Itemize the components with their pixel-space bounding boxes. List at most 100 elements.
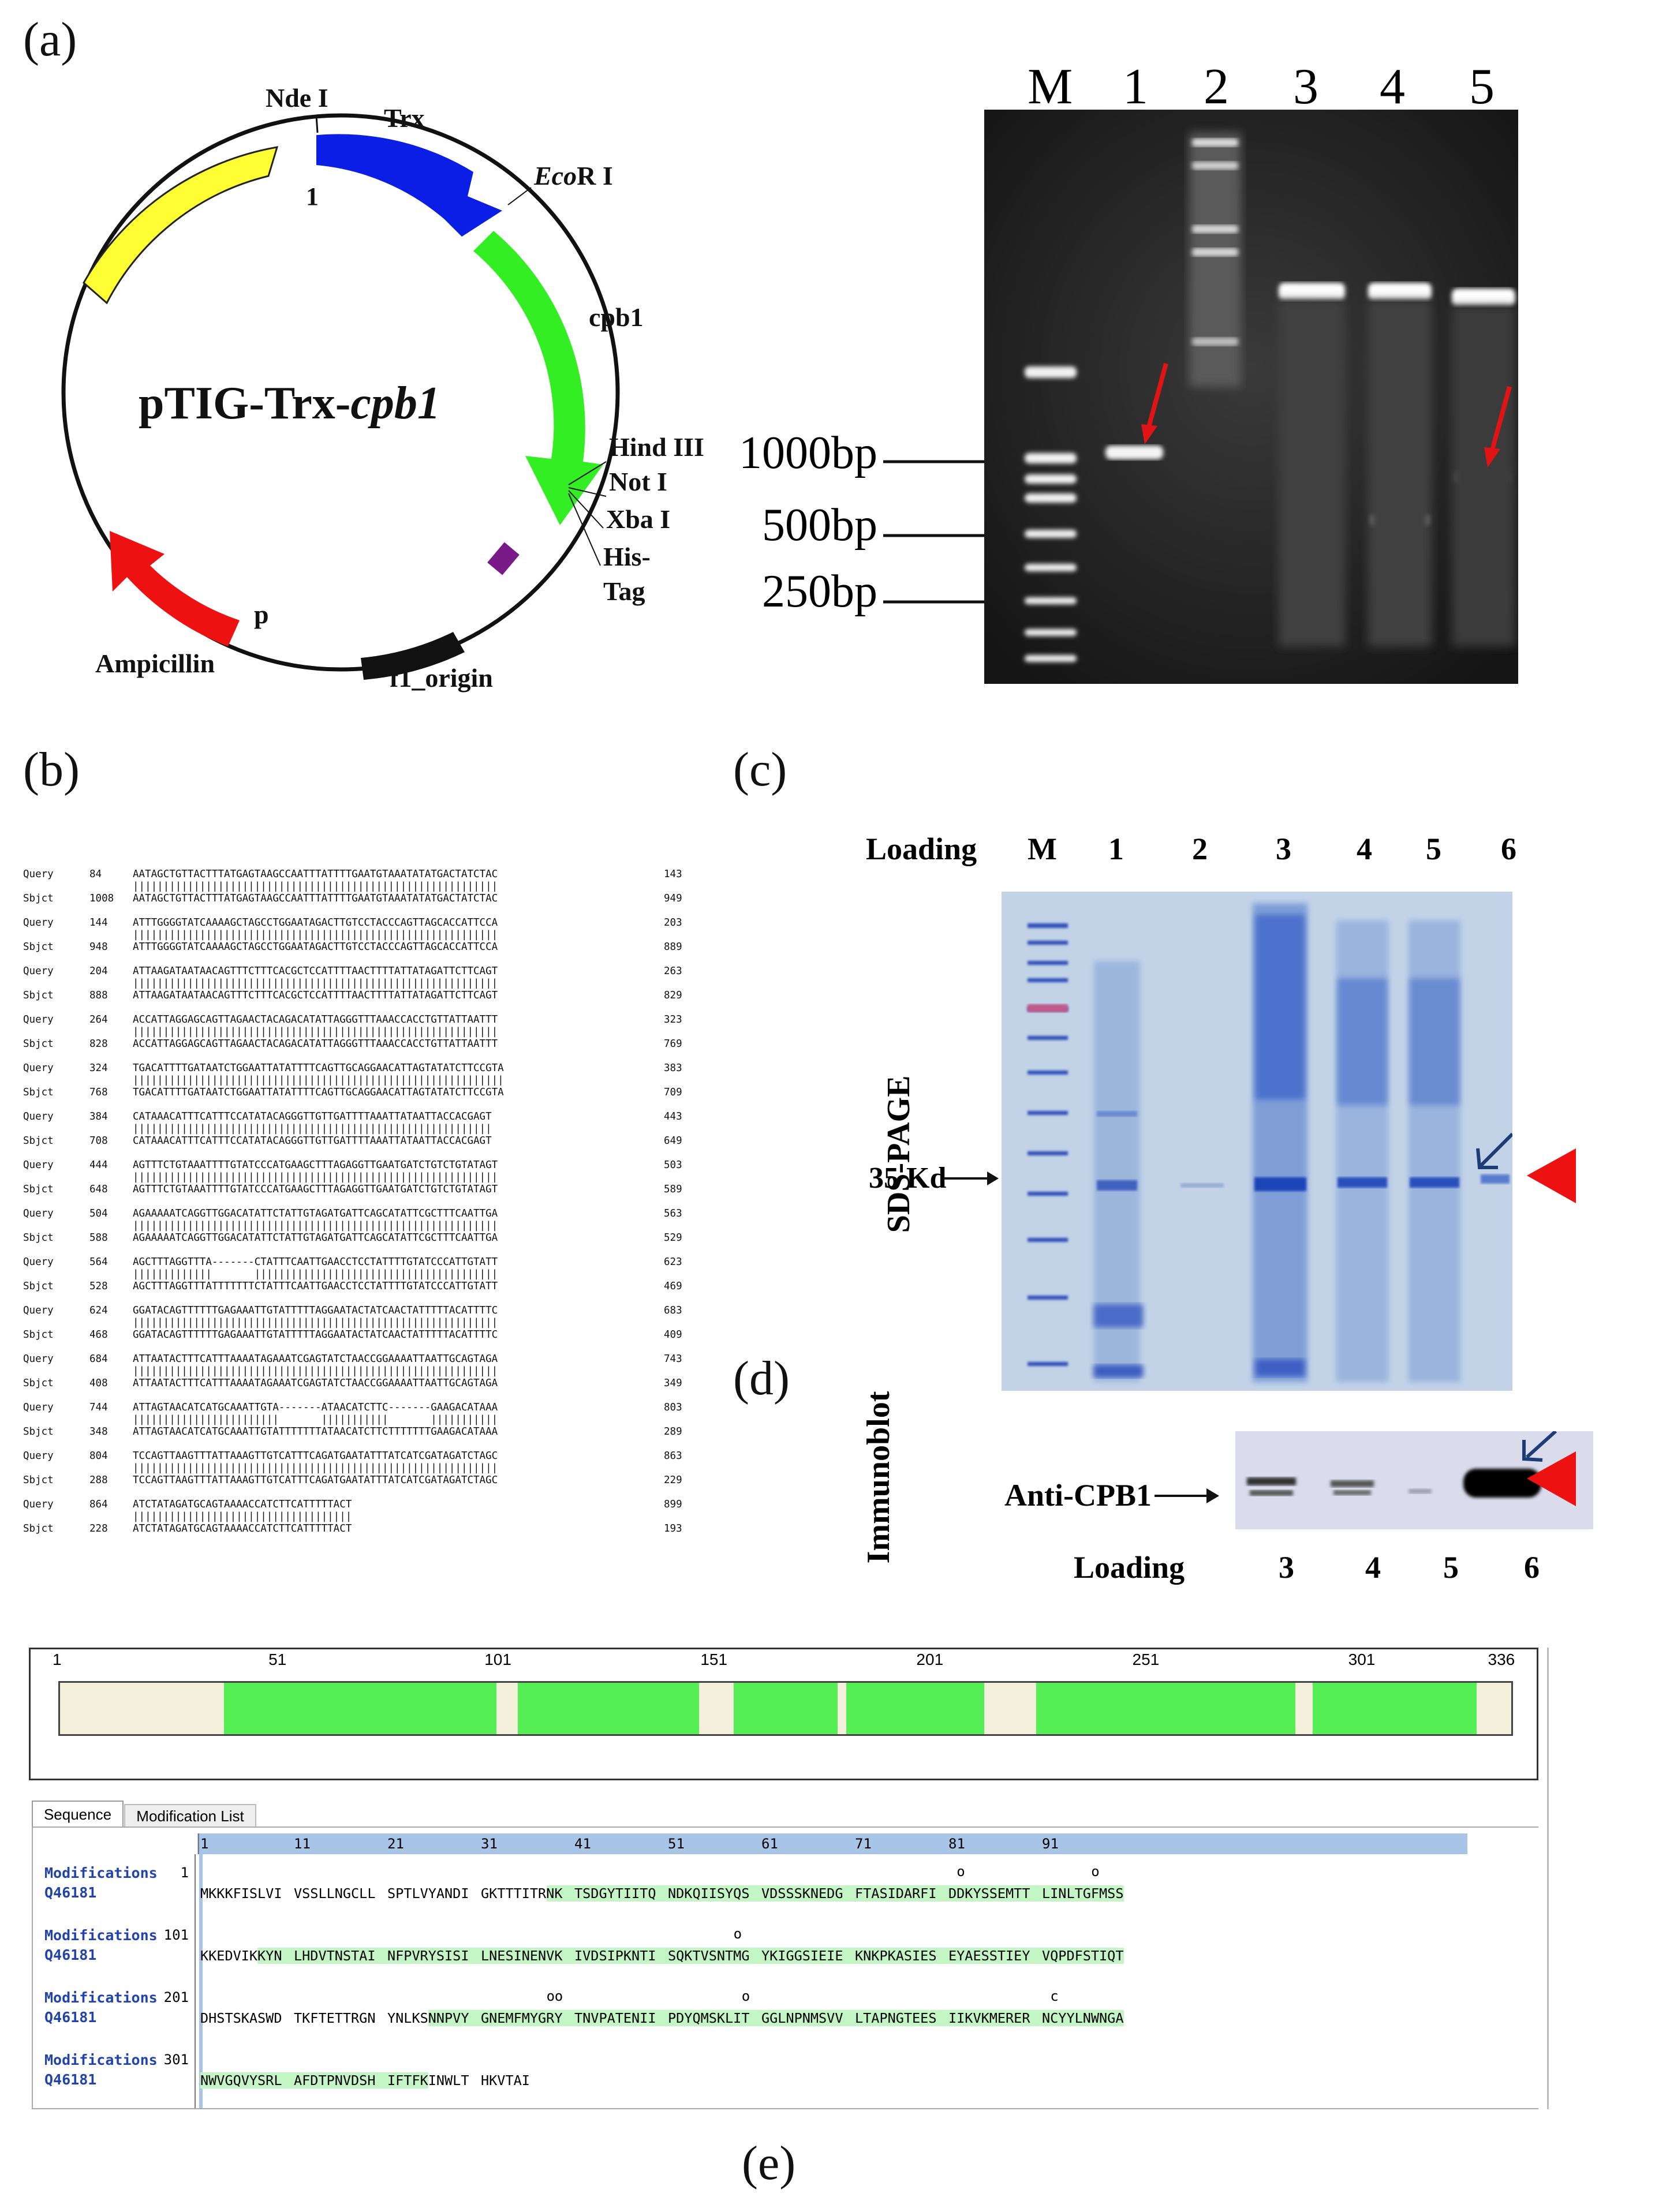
sequence-group: NDKQIISYQS [668,1885,750,1902]
sbjct-label: Sbjct [23,1038,54,1050]
sequence-group: NFPVRYSISI [387,1948,469,1964]
sbjct-start: 588 [89,1232,108,1244]
sds-lane-5: 5 [1426,832,1441,866]
immuno-lane-labels: Loading 3 4 5 6 [1074,1549,1593,1596]
query-end: 863 [664,1450,682,1462]
modification-mark: o [554,1988,563,2004]
sds-lane-labels: Loading M 1 2 3 4 5 6 [866,831,1559,877]
query-end: 503 [664,1159,682,1171]
sbjct-seq: GGATACAGTTTTTTGAGAAATTGTATTTTTAGGAATACTA… [133,1329,498,1341]
sequence-group: LNESINENVK [481,1948,563,1964]
coverage-tick: 1 [53,1650,62,1668]
column-number: 41 [574,1836,591,1852]
panel-label-d: (d) [733,1352,790,1405]
modifications-link[interactable]: Modifications [44,2052,158,2068]
coverage-tick: 101 [484,1650,511,1668]
panel-label-c: (c) [733,743,787,796]
modifications-link[interactable]: Modifications [44,1865,158,1881]
ampicillin-label: Ampicillin [95,649,215,678]
modification-mark: o [741,1988,750,2004]
kd-label: 35 Kd [869,1162,947,1195]
sequence-group: IIKVKMERER [948,2010,1030,2026]
anti-cpb1-label: Anti-CPB1 [1004,1478,1152,1513]
sequence-group: SQKTVSNTMG [668,1948,750,1964]
match-line: ||||||||||||| ||||||||||||||||||||||||||… [133,1268,498,1280]
modification-mark: o [957,1863,965,1880]
sds-lane-m: M [1028,832,1057,866]
accession-link[interactable]: Q46181 [44,2071,97,2088]
sequence-group: DHSTSKASWD [200,2010,282,2026]
tab-sequence[interactable]: Sequence [32,1801,124,1827]
immuno-lane-6: 6 [1524,1550,1540,1585]
sbjct-label: Sbjct [23,1232,54,1244]
sbjct-seq: ATTAATACTTTCATTTAAAATAGAAATCGAGTATCTAACC… [133,1378,498,1389]
sequence-group: VSSLLNGCLL [294,1885,376,1902]
query-start: 84 [89,869,102,880]
his-tag-marker [487,542,520,575]
modifications-link[interactable]: Modifications [44,1927,158,1944]
noti-label: Not I [609,467,667,496]
plasmid-map: Nde I 1 Trx EcoR I cpb1 pTIG-Trx-cpb1 Hi… [61,83,704,693]
query-seq: AGTTTCTGTAAATTTTGTATCCCATGAAGCTTTAGAGGTT… [133,1159,498,1171]
sequence-group: YNLKSNNPVY [387,2010,469,2026]
sbjct-label: Sbjct [23,1184,54,1195]
query-label: Query [23,917,54,929]
match-line: ||||||||||||||||||||||||||||||||||||||||… [133,929,498,941]
sbjct-seq: CATAAACATTTCATTTCCATATACAGGGTTGTTGATTTTA… [133,1135,492,1147]
gel-lane-4: 4 [1380,59,1405,115]
sbjct-start: 888 [89,990,108,1001]
sequence-group: PDYQMSKLIT [668,2010,750,2026]
coverage-tick-labels: 1 51 101 151 201 251 301 336 [31,1650,1537,1674]
sbjct-label: Sbjct [23,1329,54,1341]
query-end: 563 [664,1208,682,1219]
coverage-tick: 251 [1132,1650,1160,1668]
sbjct-start: 228 [89,1523,108,1534]
kd-arrow [944,1172,999,1185]
row-start-index: 301 [163,2052,189,2068]
sbjct-start: 948 [89,941,108,953]
accession-link[interactable]: Q46181 [44,1947,97,1963]
query-seq: ATTTGGGGTATCAAAAGCTAGCCTGGAATAGACTTGTCCT… [133,917,498,929]
coverage-segment [846,1683,985,1734]
accession-link[interactable]: Q46181 [44,2009,97,2026]
xbai-label: Xba I [606,504,670,534]
coverage-segment [518,1683,700,1734]
query-start: 864 [89,1499,108,1510]
sbjct-end: 709 [664,1087,682,1098]
sbjct-label: Sbjct [23,1135,54,1147]
sbjct-seq: ACCATTAGGAGCAGTTAGAACTACAGACATATTAGGGTTT… [133,1038,498,1050]
accession-link[interactable]: Q46181 [44,1884,97,1901]
immunoblot-red-triangle [1527,1451,1576,1506]
modifications-link[interactable]: Modifications [44,1989,158,2006]
sequence-group: TNVPATENII [574,2010,656,2026]
match-line: ||||||||||||||||||||||||||||||||||||||||… [133,1172,498,1183]
query-seq: ATTAGTAACATCATGCAAATTGTA-------ATAACATCT… [133,1402,498,1413]
query-seq: GGATACAGTTTTTTGAGAAATTGTATTTTTAGGAATACTA… [133,1305,498,1316]
sequence-group: GKTTTITRNK [481,1885,563,1902]
sbjct-label: Sbjct [23,1426,54,1438]
query-start: 804 [89,1450,108,1462]
query-label: Query [23,869,54,880]
sequence-group: KKEDVIKKYN [200,1948,282,1964]
sbjct-label: Sbjct [23,1474,54,1486]
match-line: ||||||||||||||||||||||||||||||||||||||||… [133,881,498,892]
sequence-panel: 1 11 21 31 41 51 61 71 81 91 Modifications Q46181 1 o… [32,1827,1538,2109]
query-seq: TGACATTTTGATAATCTGGAATTATATTTTCAGTTGCAGG… [133,1062,504,1074]
query-start: 564 [89,1256,108,1268]
sequence-content: 1 11 21 31 41 51 61 71 81 91 Modifications Q46181 1 o… [33,1828,1534,2110]
query-seq: ATCTATAGATGCAGTAAAACCATCTTCATTTTTACT [133,1499,352,1510]
query-label: Query [23,965,54,977]
blast-alignment: Query 84 AATAGCTGTTACTTTATGAGTAAGCCAATTTAT… [23,869,693,1561]
sbjct-seq: AGCTTTAGGTTTATTTTTTTCTATTTCAATTGAACCTCCT… [133,1281,498,1292]
match-line: ||||||||||||||||||||||||||||||||||||||||… [133,1365,498,1377]
tab-modification-list[interactable]: Modification List [124,1804,256,1827]
sbjct-end: 529 [664,1232,682,1244]
sbjct-start: 828 [89,1038,108,1050]
sbjct-end: 649 [664,1135,682,1147]
coverage-segment [1036,1683,1295,1734]
header-divider [198,1833,199,1854]
sbjct-seq: ATCTATAGATGCAGTAAAACCATCTTCATTTTTACT [133,1523,352,1534]
query-label: Query [23,1256,54,1268]
sbjct-end: 949 [664,893,682,904]
sbjct-seq: TGACATTTTGATAATCTGGAATTATATTTTCAGTTGCAGG… [133,1087,504,1098]
